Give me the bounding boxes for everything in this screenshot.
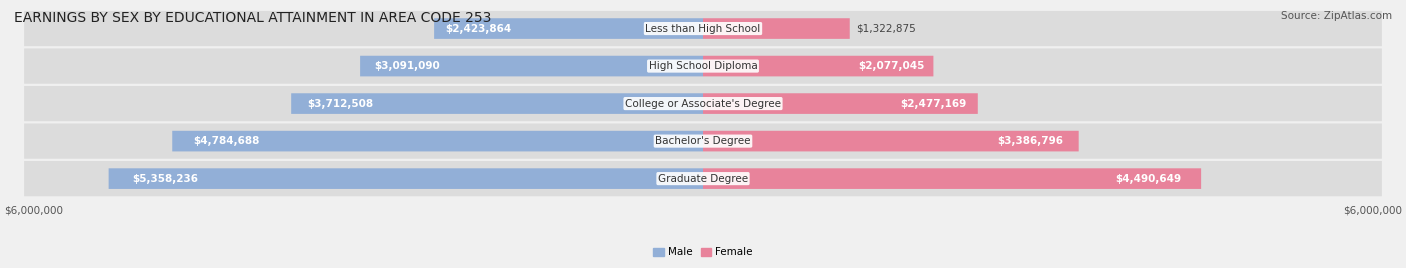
Text: $2,423,864: $2,423,864: [444, 24, 512, 34]
FancyBboxPatch shape: [703, 56, 934, 76]
FancyBboxPatch shape: [291, 93, 703, 114]
Text: $6,000,000: $6,000,000: [4, 206, 63, 216]
Legend: Male, Female: Male, Female: [650, 243, 756, 261]
FancyBboxPatch shape: [24, 124, 1382, 159]
FancyBboxPatch shape: [703, 131, 1078, 151]
Text: $3,386,796: $3,386,796: [998, 136, 1064, 146]
Text: Bachelor's Degree: Bachelor's Degree: [655, 136, 751, 146]
Text: $2,477,169: $2,477,169: [900, 99, 967, 109]
FancyBboxPatch shape: [703, 168, 1201, 189]
FancyBboxPatch shape: [173, 131, 703, 151]
Text: EARNINGS BY SEX BY EDUCATIONAL ATTAINMENT IN AREA CODE 253: EARNINGS BY SEX BY EDUCATIONAL ATTAINMEN…: [14, 11, 492, 25]
Text: College or Associate's Degree: College or Associate's Degree: [626, 99, 780, 109]
Text: Less than High School: Less than High School: [645, 24, 761, 34]
Text: $4,784,688: $4,784,688: [194, 136, 260, 146]
Text: $6,000,000: $6,000,000: [1343, 206, 1402, 216]
FancyBboxPatch shape: [108, 168, 703, 189]
Text: $5,358,236: $5,358,236: [132, 174, 198, 184]
FancyBboxPatch shape: [703, 18, 849, 39]
Text: Graduate Degree: Graduate Degree: [658, 174, 748, 184]
FancyBboxPatch shape: [703, 93, 977, 114]
Text: $4,490,649: $4,490,649: [1115, 174, 1181, 184]
Text: Source: ZipAtlas.com: Source: ZipAtlas.com: [1281, 11, 1392, 21]
FancyBboxPatch shape: [24, 11, 1382, 46]
FancyBboxPatch shape: [24, 86, 1382, 121]
Text: $2,077,045: $2,077,045: [858, 61, 924, 71]
FancyBboxPatch shape: [24, 161, 1382, 196]
Text: $3,712,508: $3,712,508: [308, 99, 374, 109]
Text: High School Diploma: High School Diploma: [648, 61, 758, 71]
FancyBboxPatch shape: [434, 18, 703, 39]
Text: $1,322,875: $1,322,875: [856, 24, 917, 34]
Text: $3,091,090: $3,091,090: [374, 61, 440, 71]
FancyBboxPatch shape: [360, 56, 703, 76]
FancyBboxPatch shape: [24, 49, 1382, 84]
